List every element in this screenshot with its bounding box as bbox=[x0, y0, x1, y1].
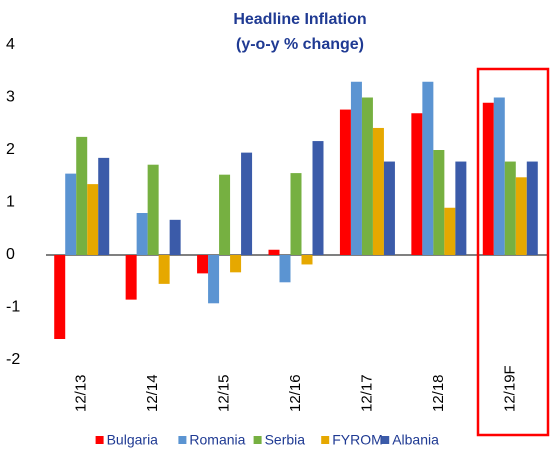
legend-label: Albania bbox=[392, 432, 439, 448]
y-tick-label: 4 bbox=[6, 36, 15, 53]
bar bbox=[433, 150, 445, 255]
y-tick-label: 0 bbox=[6, 246, 15, 263]
x-tick-label: 12/15 bbox=[216, 374, 233, 412]
bar bbox=[493, 97, 505, 255]
bar bbox=[515, 177, 527, 255]
bar bbox=[268, 249, 280, 255]
x-tick-label: 12/14 bbox=[144, 374, 161, 412]
legend-swatch bbox=[381, 436, 390, 444]
bar bbox=[136, 213, 148, 255]
bar bbox=[455, 161, 467, 255]
bar bbox=[65, 173, 77, 255]
y-tick-label: -1 bbox=[6, 299, 20, 316]
bar bbox=[76, 136, 88, 255]
bar bbox=[372, 127, 384, 255]
bar bbox=[290, 173, 302, 255]
bar bbox=[197, 255, 209, 274]
bar bbox=[339, 109, 351, 255]
bar bbox=[361, 97, 373, 255]
bar bbox=[383, 161, 395, 255]
y-tick-label: -2 bbox=[6, 351, 20, 368]
bar bbox=[219, 174, 231, 255]
bar bbox=[482, 102, 494, 255]
legend-swatch bbox=[253, 436, 262, 444]
bar bbox=[230, 255, 242, 273]
chart-subtitle: (y-o-y % change) bbox=[236, 36, 364, 53]
x-tick-label: 12/16 bbox=[287, 374, 304, 412]
legend-swatch bbox=[178, 436, 187, 444]
bar bbox=[125, 255, 137, 300]
y-tick-label: 2 bbox=[6, 141, 15, 158]
bar bbox=[301, 255, 313, 265]
legend-swatch bbox=[95, 436, 104, 444]
chart-title: Headline Inflation bbox=[233, 11, 366, 28]
bar bbox=[526, 161, 538, 255]
x-tick-label: 12/18 bbox=[430, 374, 447, 412]
bar bbox=[350, 81, 362, 255]
highlight-box bbox=[476, 67, 550, 437]
bar bbox=[504, 161, 516, 255]
legend-label: Serbia bbox=[265, 432, 306, 448]
legend-swatch bbox=[321, 436, 330, 444]
bar bbox=[169, 219, 181, 255]
bar bbox=[158, 255, 170, 284]
bar bbox=[422, 81, 434, 255]
bar bbox=[444, 207, 456, 255]
bar bbox=[312, 141, 324, 255]
bar bbox=[54, 255, 66, 339]
x-tick-label: 12/19F bbox=[501, 365, 518, 412]
x-tick-label: 12/17 bbox=[358, 374, 375, 412]
bar bbox=[98, 157, 110, 255]
bar bbox=[208, 255, 220, 304]
x-tick-label: 12/13 bbox=[73, 374, 90, 412]
legend-label: Romania bbox=[189, 432, 245, 448]
bar bbox=[87, 184, 99, 255]
y-tick-label: 1 bbox=[6, 194, 15, 211]
y-tick-label: 3 bbox=[6, 89, 15, 106]
legend-label: FYROM bbox=[332, 432, 383, 448]
bar bbox=[147, 164, 159, 255]
bar bbox=[411, 113, 423, 255]
bar bbox=[241, 152, 253, 255]
legend-label: Bulgaria bbox=[107, 432, 159, 448]
bar bbox=[279, 255, 291, 283]
